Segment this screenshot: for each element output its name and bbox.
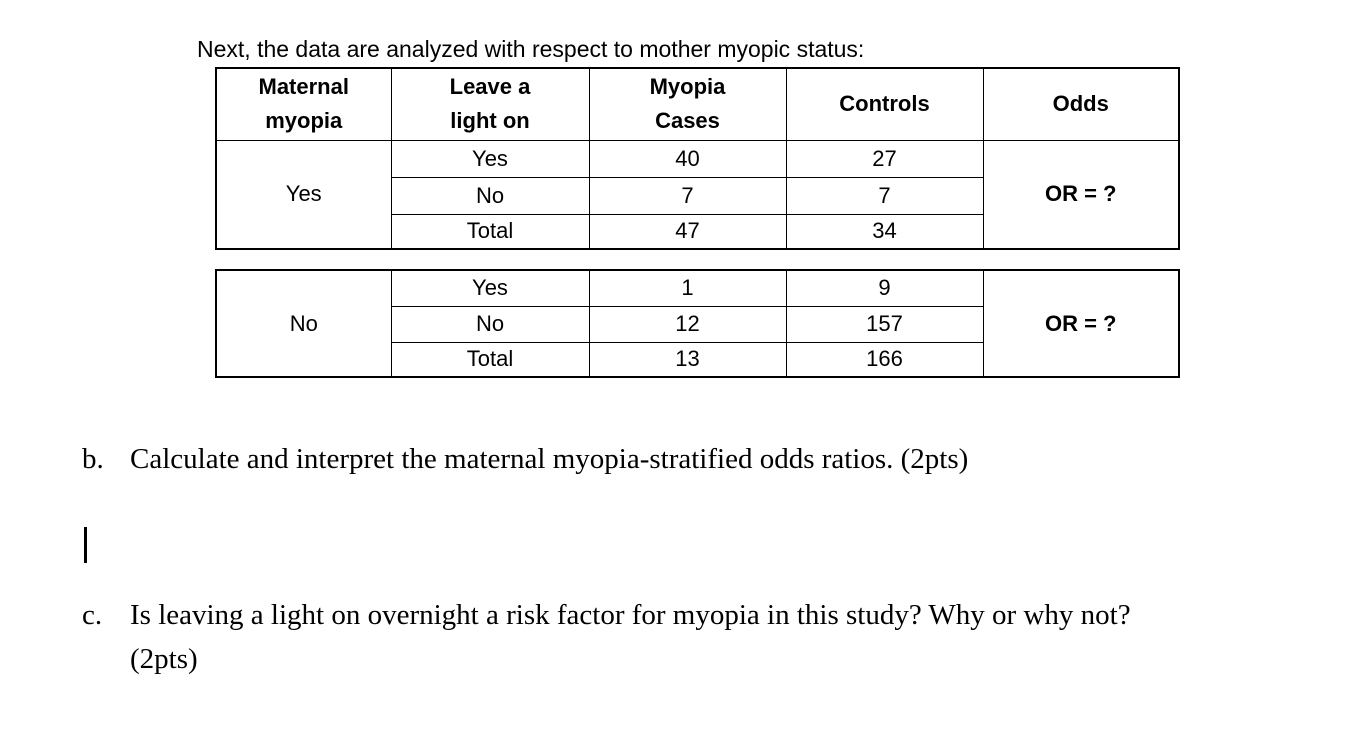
cell-controls: 34: [785, 213, 984, 250]
cell-light-total: Total: [390, 213, 590, 250]
cell-light-total: Total: [390, 341, 590, 378]
question-b-text: Calculate and interpret the maternal myo…: [130, 443, 969, 475]
header-myopia-cases: Myopia Cases: [588, 67, 787, 141]
cell-odds-ratio: OR = ?: [982, 269, 1180, 378]
cell-controls: 27: [785, 139, 984, 178]
question-b-label: b.: [82, 443, 104, 475]
stratified-table-maternal-no: No Yes 1 9 OR = ? No 12 157 Total 13 166: [215, 269, 1180, 378]
header-maternal-myopia: Maternal myopia: [215, 67, 392, 141]
table-row: No 12 157: [216, 305, 1179, 343]
table-row: Total 47 34: [216, 213, 1179, 250]
table-row: Yes Yes 40 27 OR = ?: [215, 139, 1180, 250]
cell-controls: 9: [785, 269, 984, 307]
cell-light-no: No: [390, 176, 590, 215]
cell-cases: 1: [588, 269, 787, 307]
text-cursor: [84, 527, 87, 563]
cell-light-yes: Yes: [390, 269, 590, 307]
cell-controls: 166: [785, 341, 984, 378]
cell-controls: 7: [785, 176, 984, 215]
table-row: No 7 7: [216, 176, 1179, 215]
cell-controls: 157: [785, 305, 984, 343]
header-controls: Controls: [785, 67, 984, 141]
table-header-row: Maternal myopia Leave a light on Myopia …: [215, 67, 1180, 141]
cell-odds-ratio: OR = ?: [982, 139, 1180, 250]
question-b: b. Calculate and interpret the maternal …: [82, 438, 968, 482]
cell-cases: 12: [588, 305, 787, 343]
intro-text: Next, the data are analyzed with respect…: [197, 36, 865, 62]
cell-cases: 7: [588, 176, 787, 215]
question-c: c. Is leaving a light on overnight a ris…: [82, 594, 1131, 681]
cell-cases: 40: [588, 139, 787, 178]
stratified-table-maternal-yes: Maternal myopia Leave a light on Myopia …: [215, 67, 1180, 250]
header-leave-light-on: Leave a light on: [390, 67, 590, 141]
header-odds: Odds: [982, 67, 1180, 141]
question-c-label: c.: [82, 599, 103, 631]
table-row: No Yes 1 9 OR = ?: [215, 269, 1180, 378]
cell-cases: 13: [588, 341, 787, 378]
cell-cases: 47: [588, 213, 787, 250]
cell-light-no: No: [390, 305, 590, 343]
cell-maternal-yes: Yes: [215, 139, 392, 250]
cell-light-yes: Yes: [390, 139, 590, 178]
cell-maternal-no: No: [215, 269, 392, 378]
question-c-text: Is leaving a light on overnight a risk f…: [130, 599, 1131, 675]
table-row: Total 13 166: [216, 341, 1179, 378]
